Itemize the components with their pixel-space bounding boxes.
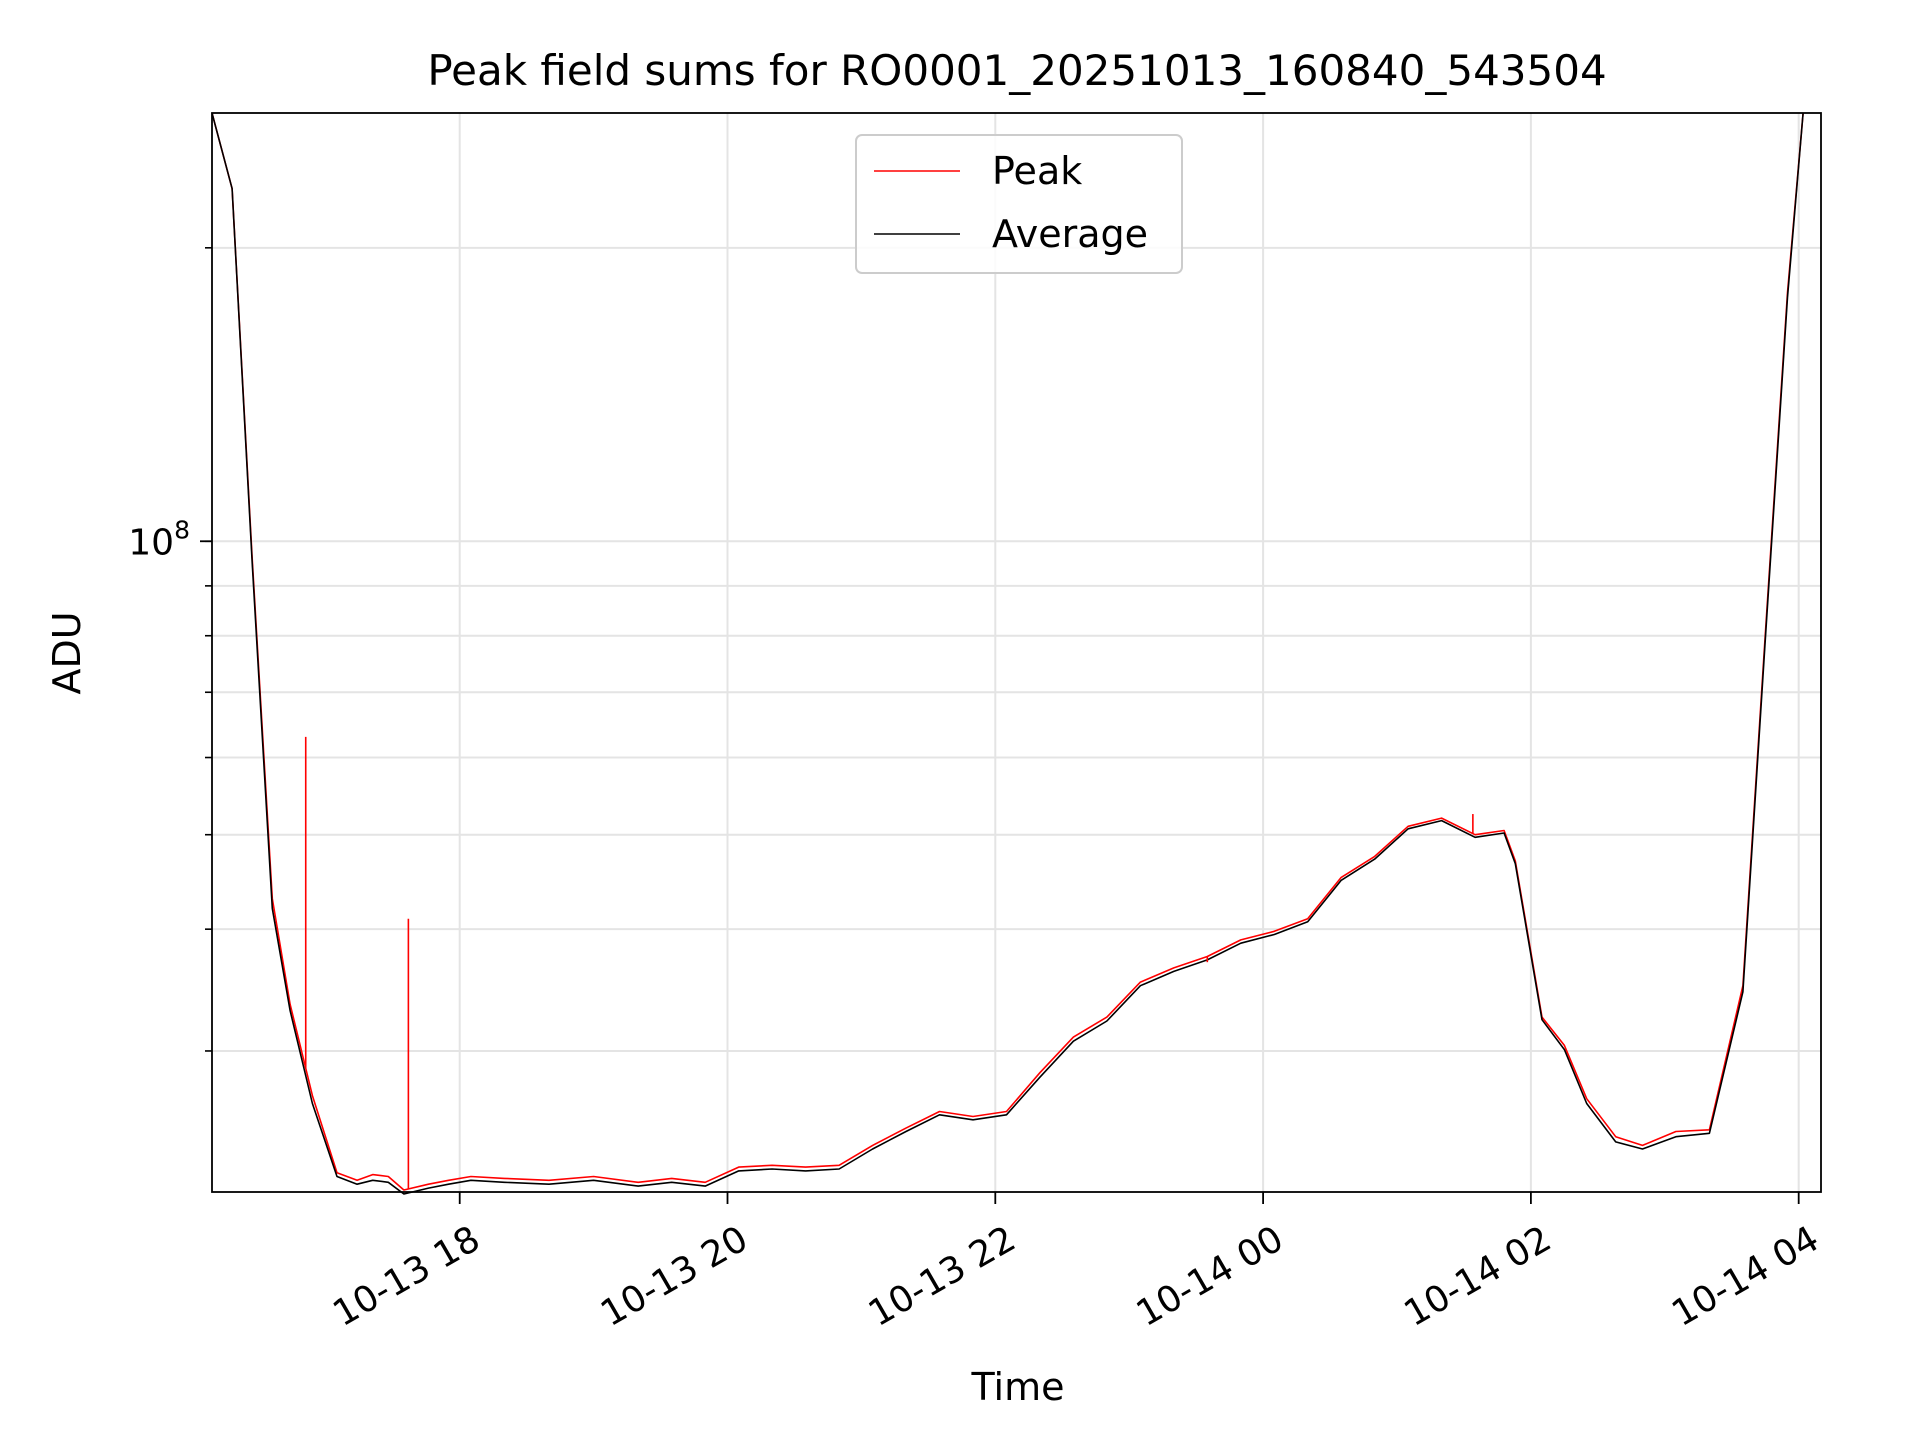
x-axis-label: Time (971, 1365, 1065, 1409)
series-line-average (211, 112, 1804, 1195)
plot-lines (211, 112, 1804, 1195)
series-line-peak (211, 112, 1804, 1191)
y-axis-label: ADU (45, 611, 89, 694)
plot-frame (211, 112, 1822, 1193)
legend-box (855, 134, 1183, 274)
chart-title: Peak field sums for RO0001_20251013_1608… (427, 46, 1606, 95)
y-tick-label: 108 (128, 515, 190, 563)
legend-label-average: Average (992, 212, 1148, 256)
legend: Peak Average (855, 134, 1183, 274)
legend-label-peak: Peak (992, 149, 1082, 193)
grid (212, 113, 1821, 1192)
